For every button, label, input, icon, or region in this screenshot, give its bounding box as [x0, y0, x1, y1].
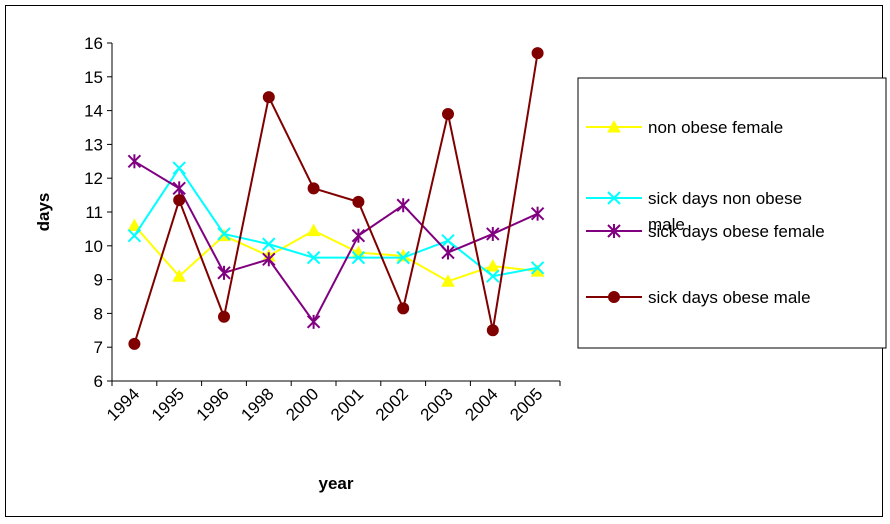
series-2 [127, 161, 545, 283]
y-tick-label: 6 [94, 372, 103, 391]
x-tick-label: 2001 [327, 384, 367, 424]
data-point [262, 91, 275, 104]
series-line [133, 52, 539, 345]
x-tick-label: 2005 [506, 384, 546, 424]
data-point [217, 265, 231, 280]
x-axis-title: year [319, 474, 354, 493]
data-point [127, 228, 142, 243]
y-tick-label: 14 [84, 102, 103, 121]
y-tick-label: 10 [84, 237, 103, 256]
legend-box [577, 77, 887, 349]
x-tick-label: 1994 [103, 384, 143, 424]
x-tick-label: 1996 [193, 384, 233, 424]
series-4 [128, 47, 544, 350]
data-point [530, 206, 545, 221]
data-point [173, 194, 186, 207]
data-point [306, 250, 321, 265]
data-point [441, 234, 455, 248]
data-point [262, 252, 276, 267]
data-point [486, 226, 500, 241]
data-point [397, 302, 410, 315]
legend-entry: non obese female [586, 118, 783, 137]
y-tick-label: 7 [94, 338, 103, 357]
series-line [133, 160, 539, 324]
legend-label: non obese female [648, 118, 783, 137]
data-point [396, 198, 410, 213]
series-line [133, 166, 538, 278]
legend-marker [607, 191, 621, 205]
x-tick-label: 2004 [461, 384, 501, 424]
series-layer [127, 47, 545, 350]
data-point [262, 237, 276, 251]
legend-entry: sick days non obese male [586, 189, 802, 234]
x-tick-label: 1998 [237, 384, 277, 424]
legend-label: sick days non obese [648, 189, 802, 208]
data-point [531, 47, 544, 60]
y-tick-label: 11 [85, 203, 103, 222]
x-axis-ticks: 1994 1995 1996 1998 2000 2001 2002 2003 2004 2005 [103, 381, 561, 425]
data-point [396, 250, 410, 265]
legend-marker [607, 119, 621, 133]
legend-entry: sick days obese female [586, 222, 825, 241]
x-tick-label: 2003 [417, 384, 457, 424]
data-point [128, 337, 141, 350]
x-tick-label: 2002 [372, 384, 412, 424]
data-point [486, 324, 499, 337]
data-point [485, 259, 500, 272]
data-point [441, 274, 455, 287]
y-tick-label: 12 [84, 169, 103, 188]
legend-label: male [648, 215, 685, 234]
y-axis-ticks: 6 7 8 9 10 11 12 13 14 15 16 [84, 34, 112, 391]
data-point [351, 228, 366, 243]
y-tick-label: 8 [94, 304, 103, 323]
legend-label: sick days obese male [648, 288, 811, 307]
x-tick-label: 2000 [282, 384, 322, 424]
y-tick-label: 15 [84, 68, 103, 87]
data-point [127, 218, 142, 232]
data-point [218, 310, 230, 323]
data-point [442, 107, 454, 120]
data-point [486, 269, 500, 283]
legend-marker [607, 224, 621, 238]
y-axis-title: days [34, 193, 53, 232]
y-tick-label: 16 [84, 34, 103, 53]
data-point [441, 245, 455, 260]
data-point [352, 195, 365, 208]
data-point [530, 261, 545, 275]
data-point [306, 314, 321, 329]
legend-entry: sick days obese male [586, 288, 811, 307]
legend-label: sick days obese female [648, 222, 825, 241]
data-point [351, 250, 366, 265]
data-point [306, 223, 321, 237]
data-point [172, 269, 187, 282]
data-point [172, 181, 186, 196]
data-point [172, 161, 186, 175]
y-tick-label: 13 [84, 135, 103, 154]
data-point [217, 227, 231, 241]
data-point [127, 154, 142, 169]
series-3 [127, 154, 545, 329]
data-point [307, 182, 320, 195]
legend-marker [608, 291, 620, 303]
x-tick-label: 1995 [148, 384, 188, 424]
y-tick-label: 9 [94, 271, 103, 290]
